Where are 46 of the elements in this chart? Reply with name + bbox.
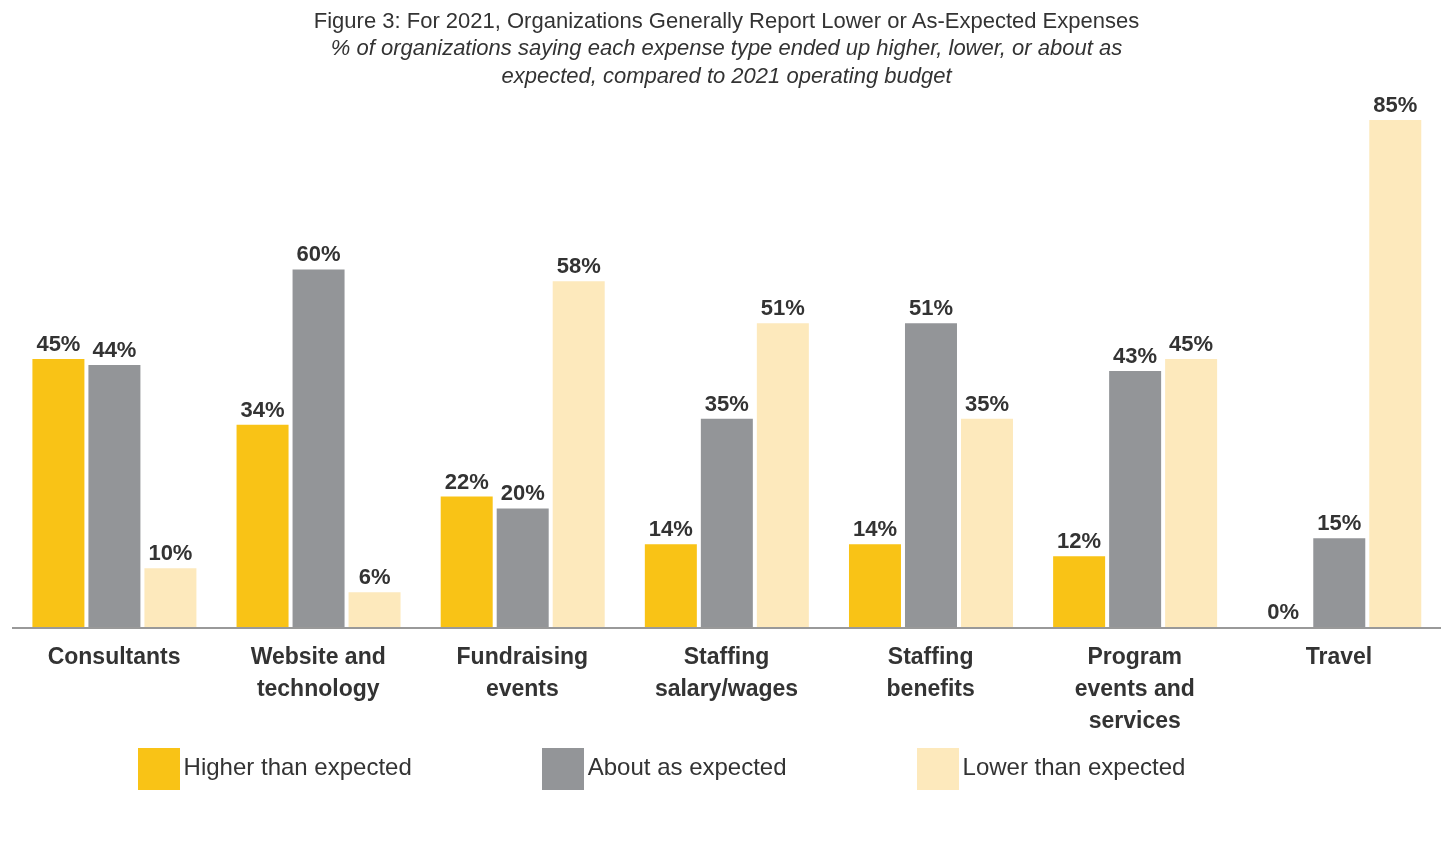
data-label: 58%	[556, 253, 601, 279]
x-tick-label: Website and technology	[250, 643, 386, 701]
data-label: 51%	[908, 295, 954, 321]
data-label: 12%	[1057, 528, 1102, 554]
bar	[960, 418, 1013, 628]
data-label: 43%	[1113, 343, 1158, 369]
data-label: 14%	[648, 516, 693, 542]
bar	[144, 568, 197, 628]
data-label: 6%	[358, 564, 391, 590]
data-label: 35%	[964, 390, 1010, 416]
bar	[552, 281, 605, 628]
x-tick-label: Staffing salary/wages	[654, 643, 799, 701]
data-label: 35%	[704, 390, 749, 416]
data-label: 22%	[444, 468, 489, 494]
data-label: 51%	[760, 295, 805, 321]
data-label: 44%	[92, 337, 137, 363]
x-tick-label: Fundraising events	[456, 643, 589, 701]
data-label: 0%	[1267, 599, 1300, 624]
bar	[644, 544, 697, 628]
x-tick-label: Consultants	[47, 643, 181, 669]
data-label: 85%	[1373, 92, 1418, 117]
data-label: 34%	[240, 396, 285, 422]
data-label: 45%	[1169, 331, 1214, 357]
bar	[1165, 359, 1218, 628]
bar	[440, 496, 493, 628]
bar	[1053, 556, 1106, 628]
bar	[32, 359, 85, 628]
data-label: 60%	[296, 241, 341, 267]
data-label: 20%	[500, 480, 545, 506]
bar	[848, 544, 901, 628]
legend-label: About as expected	[587, 753, 787, 781]
data-label: 45%	[36, 331, 81, 357]
x-tick-label: Travel	[1305, 643, 1373, 669]
chart-title: Figure 3: For 2021, Organizations Generally Report Lower or As-Expected Expenses	[312, 8, 1141, 34]
bar	[1369, 120, 1422, 628]
legend-label: Higher than expected	[183, 753, 412, 781]
chart-subtitle: % of organizations saying each expense type ended up higher, lower, or about as expected, compared to 2021 operating budget	[329, 34, 1124, 90]
data-label: 10%	[148, 540, 193, 566]
data-label: 15%	[1317, 510, 1362, 536]
data-label: 14%	[852, 516, 898, 542]
bar	[756, 323, 809, 628]
bar	[348, 592, 401, 628]
x-tick-label: Staffing benefits	[886, 643, 975, 701]
bar	[236, 424, 289, 628]
x-tick-label: Program events and services	[1074, 643, 1195, 733]
legend-label: Lower than expected	[962, 753, 1186, 781]
